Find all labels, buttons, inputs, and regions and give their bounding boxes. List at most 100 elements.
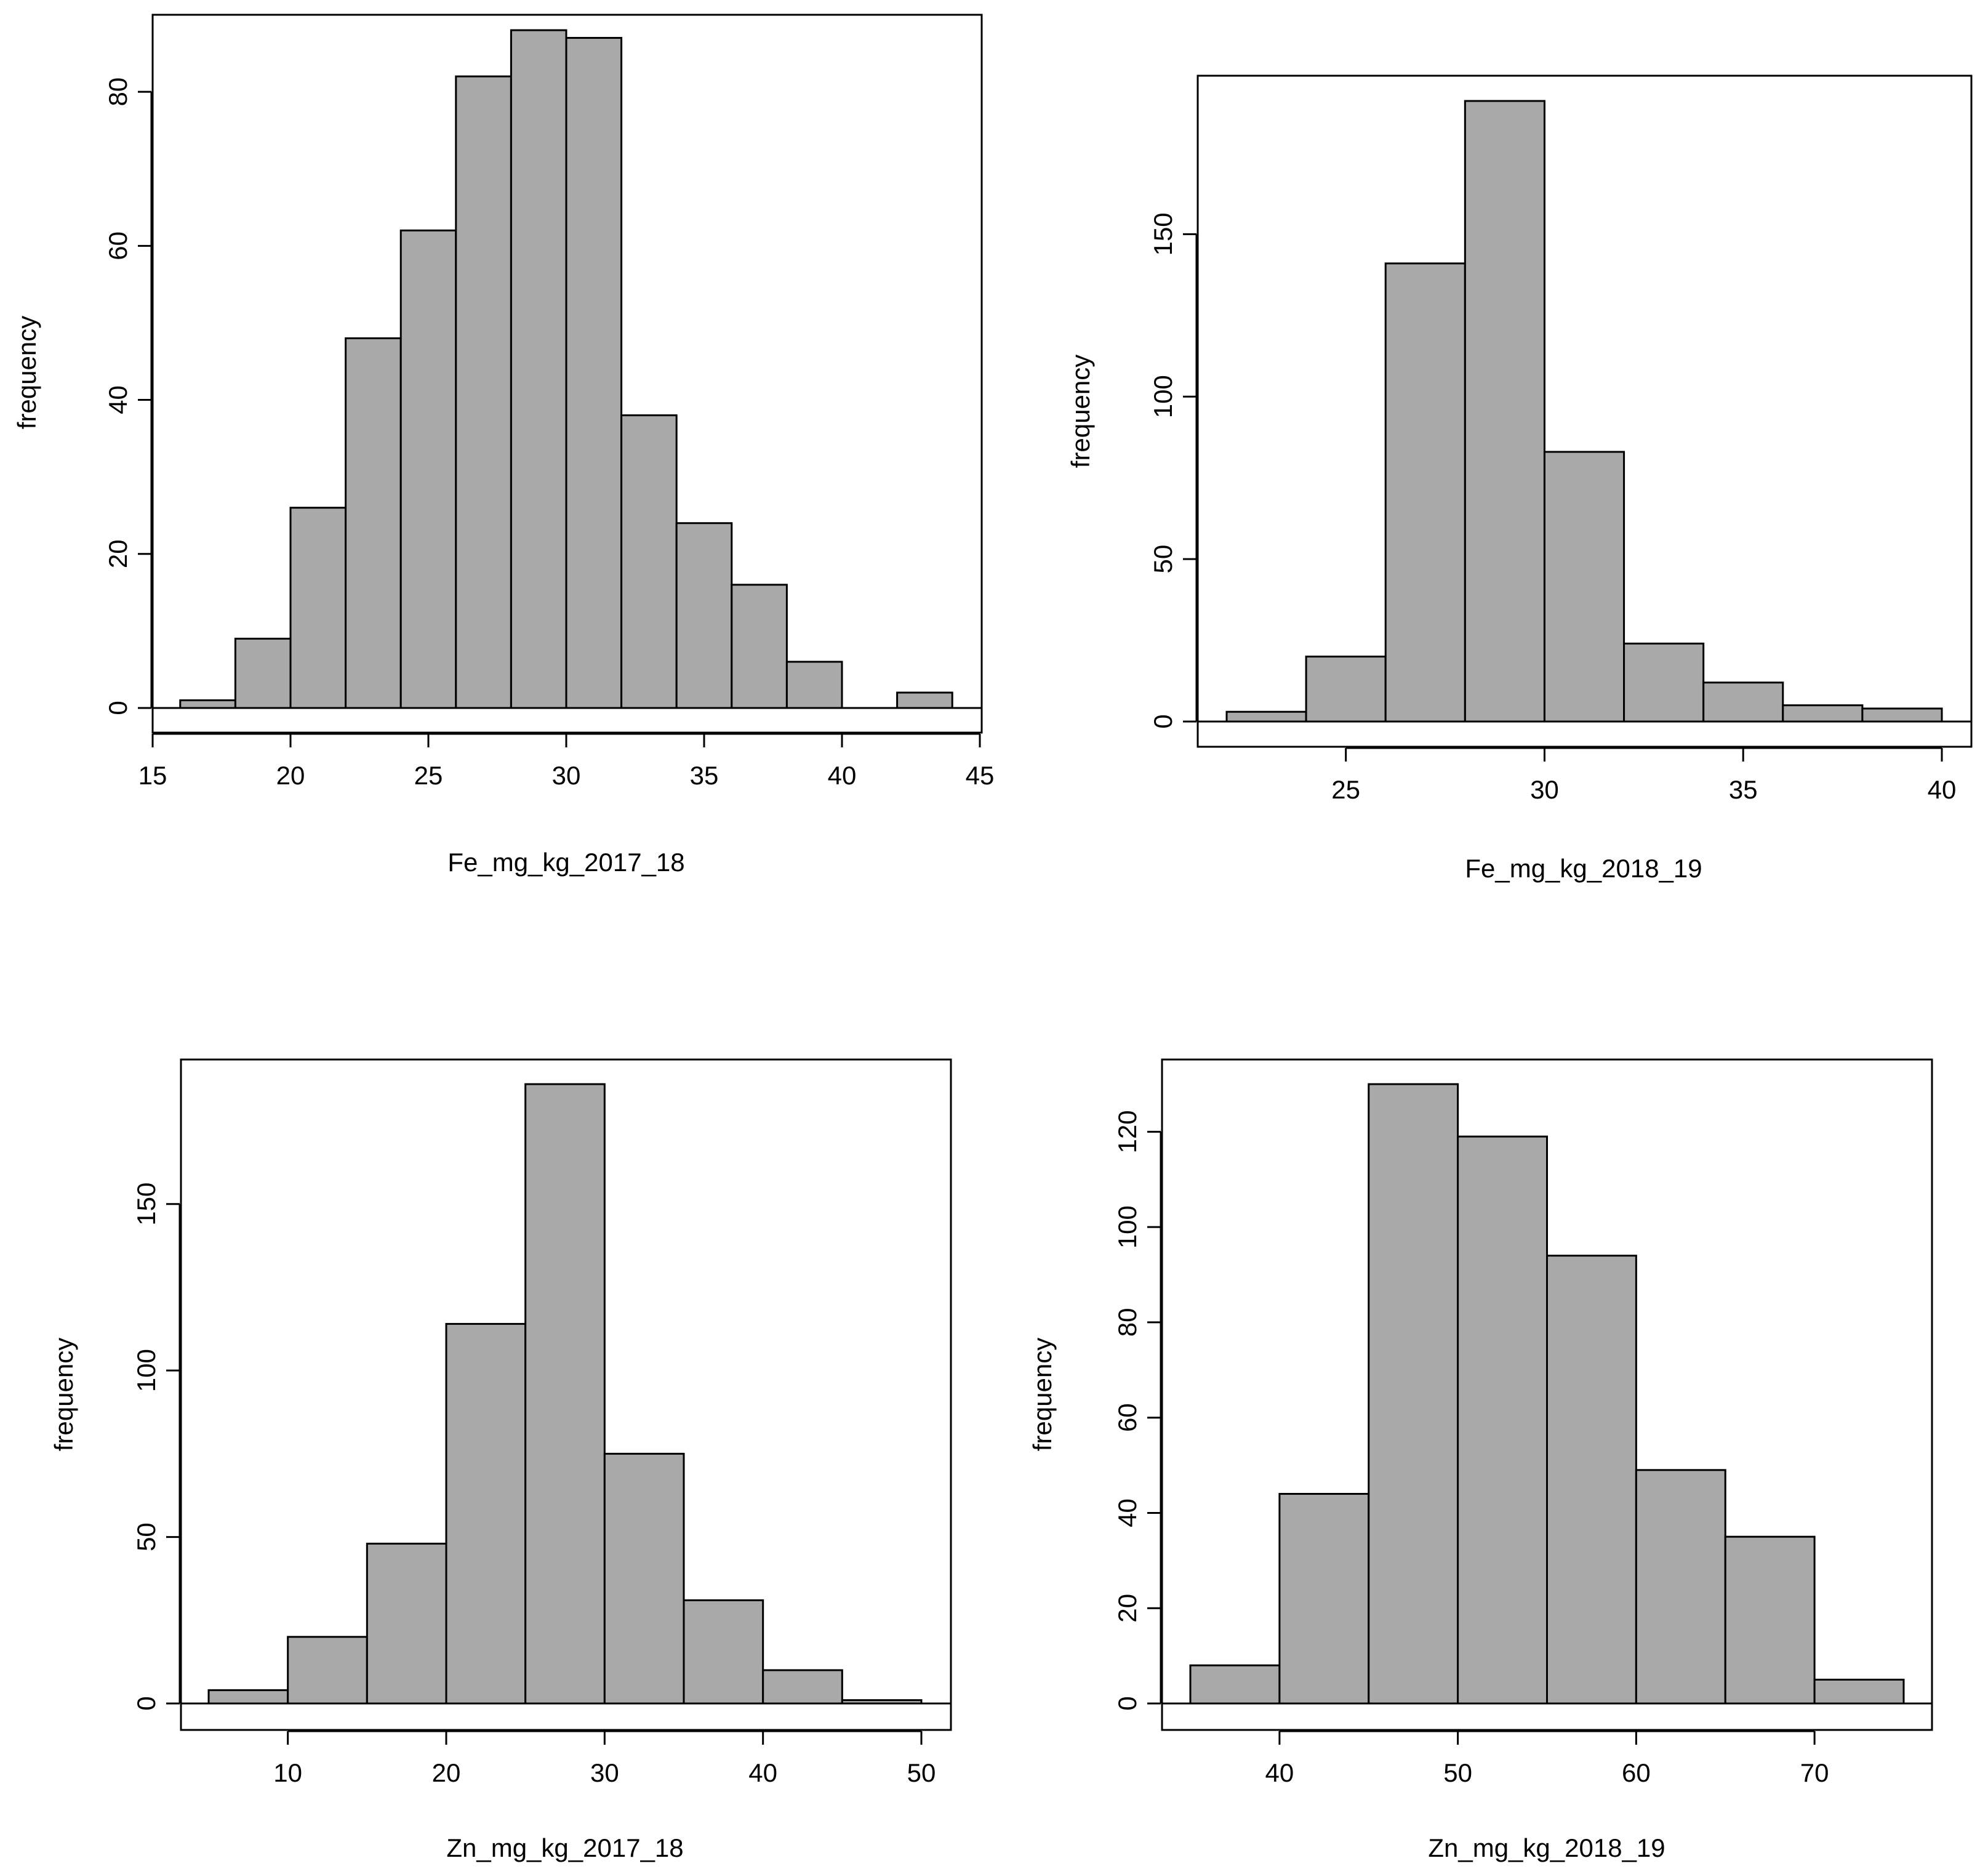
x-tick-label: 40 <box>1928 775 1957 804</box>
x-tick-label: 25 <box>414 761 443 790</box>
x-axis: 10 20 30 40 50 <box>273 1730 936 1787</box>
histogram-bar <box>289 507 347 709</box>
histogram-bar <box>1368 1083 1459 1705</box>
histogram-bar <box>1623 642 1705 723</box>
plot-frame <box>1161 1058 1933 1731</box>
histogram-bar <box>179 699 236 709</box>
y-axis-title: frequency <box>1066 355 1095 468</box>
x-axis: 25 30 35 40 <box>1331 747 1957 804</box>
y-axis: 0 20 40 60 80 100 120 <box>1113 1110 1162 1711</box>
plot-frame <box>151 14 983 734</box>
x-tick-label: 40 <box>1265 1758 1294 1787</box>
y-tick-label: 80 <box>103 78 132 107</box>
x-tick-label: 30 <box>1530 775 1559 804</box>
y-axis: 0 50 100 150 <box>132 1183 181 1711</box>
y-tick-label: 100 <box>132 1349 161 1392</box>
bars <box>179 29 953 709</box>
histogram-bar <box>762 1669 843 1705</box>
histogram-bar <box>1724 1535 1816 1705</box>
histogram-bar <box>287 1636 368 1705</box>
x-tick-label: 25 <box>1331 775 1360 804</box>
y-tick-label: 100 <box>1148 375 1177 418</box>
plot-frame <box>1196 74 1973 748</box>
chart-zn-2018-19: 40 50 60 70 0 20 40 60 80 100 120 Zn_mg_kg_2018_1… <box>1028 1058 1933 1862</box>
histogram-bar <box>731 584 788 709</box>
y-tick-label: 150 <box>1148 212 1177 255</box>
x-tick-label: 35 <box>690 761 719 790</box>
y-tick-label: 20 <box>1113 1594 1142 1623</box>
y-tick-label: 150 <box>132 1183 161 1226</box>
chart-zn-2017-18: 10 20 30 40 50 0 50 100 150 Zn_mg_kg_2017_18 fr… <box>49 1058 952 1862</box>
histogram-bar <box>1384 262 1466 723</box>
y-tick-label: 60 <box>1113 1403 1142 1432</box>
histogram-bar <box>1543 451 1625 723</box>
x-tick-label: 30 <box>552 761 581 790</box>
x-tick-label: 10 <box>273 1758 302 1787</box>
histogram-bar <box>1305 655 1387 723</box>
x-tick-label: 40 <box>748 1758 777 1787</box>
x-axis-title: Zn_mg_kg_2017_18 <box>446 1833 683 1862</box>
histogram-bar <box>1189 1664 1281 1705</box>
y-tick-label: 0 <box>132 1696 161 1710</box>
x-tick-label: 50 <box>1443 1758 1472 1787</box>
y-tick-label: 60 <box>103 231 132 260</box>
histogram-bar <box>234 637 292 709</box>
y-axis: 0 20 40 60 80 <box>103 78 153 715</box>
x-axis-title: Zn_mg_kg_2018_19 <box>1428 1833 1665 1862</box>
y-tick-label: 0 <box>1113 1696 1142 1710</box>
y-axis: 0 50 100 150 <box>1148 212 1198 729</box>
histogram-bar <box>1635 1469 1726 1705</box>
histogram-bar <box>1546 1255 1637 1705</box>
chart-fe-2018-19: 25 30 35 40 0 50 100 150 Fe_mg_kg_2018_19 freq… <box>1066 74 1973 883</box>
x-tick-label: 15 <box>138 761 167 790</box>
y-tick-label: 100 <box>1113 1205 1142 1249</box>
bars <box>1189 1083 1905 1705</box>
histogram-bar <box>785 661 843 709</box>
x-tick-label: 20 <box>276 761 305 790</box>
histogram-bar <box>603 1452 685 1705</box>
bars <box>1225 100 1943 723</box>
histogram-bar <box>1813 1678 1905 1705</box>
histogram-bar <box>366 1542 447 1705</box>
histogram-bar <box>1702 682 1784 723</box>
histogram-bar <box>565 37 623 709</box>
histogram-bar <box>207 1689 289 1705</box>
x-axis-title: Fe_mg_kg_2018_19 <box>1465 854 1702 883</box>
histogram-bar <box>1861 707 1943 723</box>
x-tick-label: 40 <box>828 761 857 790</box>
y-tick-label: 20 <box>103 539 132 568</box>
y-tick-label: 40 <box>103 385 132 414</box>
histogram-bar <box>510 29 567 709</box>
x-tick-label: 30 <box>590 1758 619 1787</box>
x-tick-label: 50 <box>907 1758 936 1787</box>
histogram-bar <box>1225 710 1307 723</box>
x-tick-label: 35 <box>1729 775 1758 804</box>
histogram-bar <box>1464 100 1545 723</box>
x-tick-label: 45 <box>966 761 995 790</box>
x-axis: 40 50 60 70 <box>1265 1730 1829 1787</box>
histogram-bar <box>1457 1135 1548 1705</box>
histogram-bar <box>445 1322 527 1705</box>
y-tick-label: 50 <box>132 1522 161 1551</box>
histogram-bar <box>675 522 733 709</box>
histogram-bar <box>1782 704 1864 723</box>
y-tick-label: 0 <box>1148 714 1177 728</box>
histogram-bar <box>455 75 512 709</box>
x-tick-label: 60 <box>1622 1758 1651 1787</box>
y-tick-label: 120 <box>1113 1110 1142 1153</box>
x-tick-label: 20 <box>432 1758 461 1787</box>
histogram-bar <box>896 691 953 709</box>
histogram-bar <box>620 414 678 709</box>
histogram-bar <box>683 1599 764 1705</box>
y-tick-label: 80 <box>1113 1308 1142 1337</box>
y-tick-label: 50 <box>1148 545 1177 574</box>
bars <box>207 1083 923 1705</box>
chart-fe-2017-18: 15 20 25 30 35 40 45 0 20 40 60 80 Fe_mg_kg_2017_1… <box>12 14 995 877</box>
y-axis-title: frequency <box>49 1338 78 1451</box>
y-axis-title: frequency <box>1028 1338 1057 1451</box>
histogram-bar <box>399 229 457 709</box>
histogram-bar <box>524 1083 606 1705</box>
histogram-bar <box>1278 1493 1370 1705</box>
histogram-bar <box>345 337 402 709</box>
